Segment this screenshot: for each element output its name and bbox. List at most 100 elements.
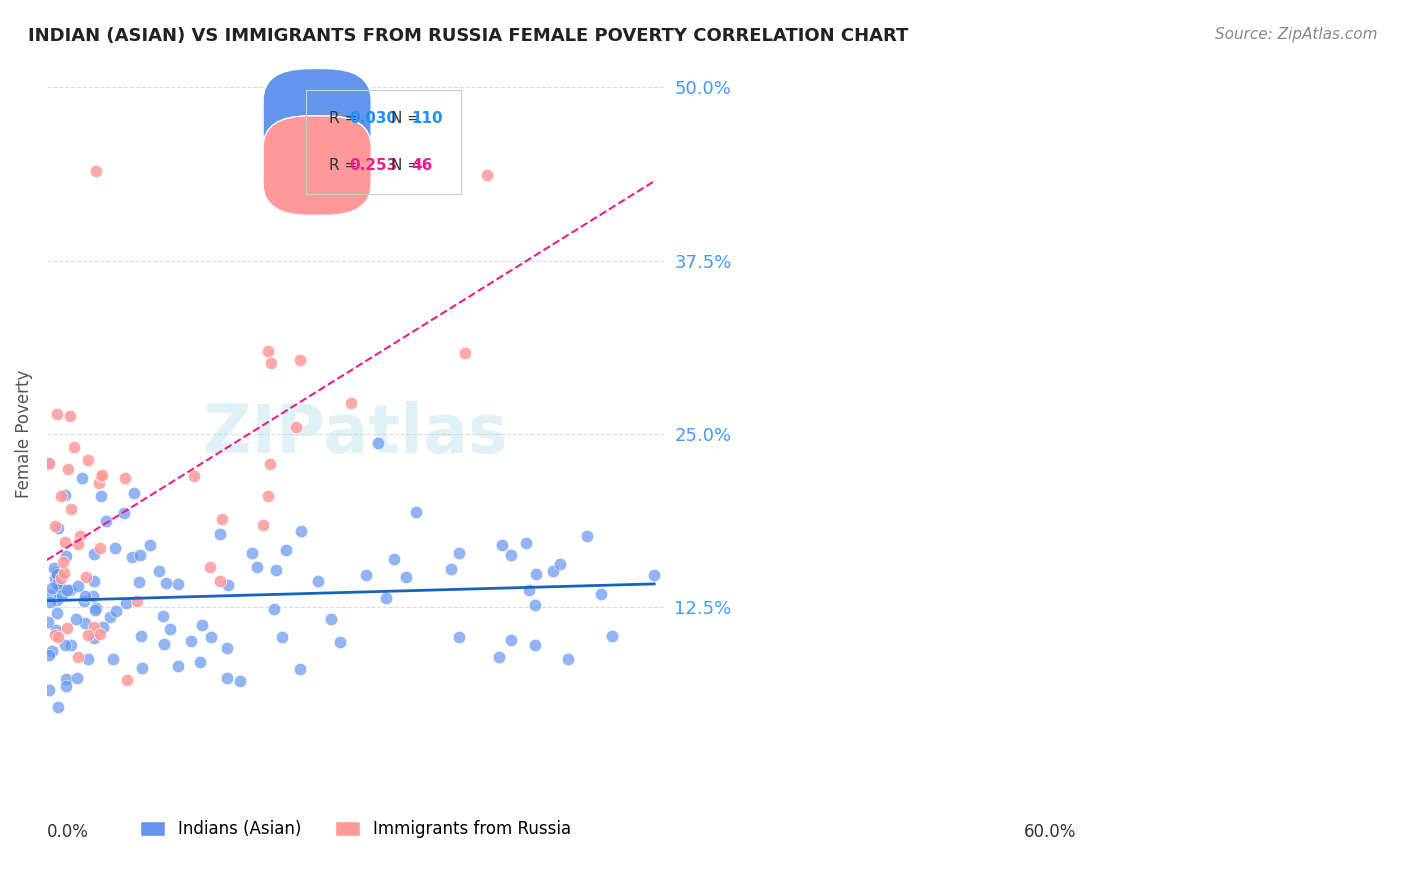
Indians (Asian) — [83, 574, 105, 589]
Immigrants from Russia — [67, 650, 90, 665]
Indians (Asian) — [541, 564, 564, 578]
Indians (Asian) — [152, 609, 174, 624]
Indians (Asian) — [215, 640, 238, 655]
Immigrants from Russia — [77, 628, 100, 642]
Immigrants from Russia — [83, 619, 105, 633]
Indians (Asian) — [83, 632, 105, 646]
Indians (Asian) — [41, 644, 63, 658]
Indians (Asian) — [228, 673, 250, 688]
Indians (Asian) — [67, 578, 90, 592]
Immigrants from Russia — [44, 627, 66, 641]
Indians (Asian) — [112, 506, 135, 520]
Immigrants from Russia — [90, 469, 112, 483]
Indians (Asian) — [55, 679, 77, 693]
Indians (Asian) — [73, 594, 96, 608]
Indians (Asian) — [290, 662, 312, 676]
Indians (Asian) — [39, 588, 62, 602]
Indians (Asian) — [38, 648, 60, 663]
Indians (Asian) — [129, 548, 152, 562]
Indians (Asian) — [46, 606, 69, 620]
Immigrants from Russia — [59, 501, 82, 516]
Indians (Asian) — [45, 623, 67, 637]
Immigrants from Russia — [257, 343, 280, 358]
Indians (Asian) — [600, 629, 623, 643]
Indians (Asian) — [46, 521, 69, 535]
Indians (Asian) — [105, 604, 128, 618]
Indians (Asian) — [524, 567, 547, 582]
Immigrants from Russia — [89, 541, 111, 555]
Indians (Asian) — [70, 471, 93, 485]
Legend: Indians (Asian), Immigrants from Russia: Indians (Asian), Immigrants from Russia — [134, 814, 578, 845]
Immigrants from Russia — [56, 462, 79, 476]
Indians (Asian) — [46, 593, 69, 607]
Indians (Asian) — [124, 486, 146, 500]
Indians (Asian) — [155, 575, 177, 590]
Indians (Asian) — [167, 659, 190, 673]
Indians (Asian) — [271, 631, 294, 645]
Indians (Asian) — [46, 566, 69, 581]
Indians (Asian) — [405, 505, 427, 519]
Immigrants from Russia — [84, 163, 107, 178]
Indians (Asian) — [246, 560, 269, 574]
Immigrants from Russia — [89, 627, 111, 641]
Indians (Asian) — [488, 650, 510, 665]
Indians (Asian) — [53, 638, 76, 652]
Indians (Asian) — [39, 595, 62, 609]
Text: Source: ZipAtlas.com: Source: ZipAtlas.com — [1215, 27, 1378, 42]
Immigrants from Russia — [38, 456, 60, 470]
Immigrants from Russia — [46, 407, 69, 421]
Indians (Asian) — [82, 589, 104, 603]
Immigrants from Russia — [114, 471, 136, 485]
Immigrants from Russia — [52, 555, 75, 569]
Indians (Asian) — [139, 538, 162, 552]
Immigrants from Russia — [443, 161, 465, 175]
Indians (Asian) — [48, 579, 70, 593]
Indians (Asian) — [65, 612, 87, 626]
Indians (Asian) — [159, 623, 181, 637]
Indians (Asian) — [84, 601, 107, 615]
Indians (Asian) — [188, 655, 211, 669]
Immigrants from Russia — [56, 621, 79, 635]
Indians (Asian) — [557, 651, 579, 665]
Indians (Asian) — [524, 638, 547, 652]
Indians (Asian) — [115, 596, 138, 610]
Indians (Asian) — [75, 615, 97, 630]
Text: ZIPatlas: ZIPatlas — [204, 401, 508, 467]
Indians (Asian) — [200, 630, 222, 644]
Indians (Asian) — [121, 549, 143, 564]
Indians (Asian) — [319, 612, 342, 626]
Immigrants from Russia — [183, 469, 205, 483]
Indians (Asian) — [367, 435, 389, 450]
Text: 60.0%: 60.0% — [1024, 823, 1077, 841]
Immigrants from Russia — [285, 420, 308, 434]
Indians (Asian) — [382, 551, 405, 566]
Indians (Asian) — [83, 547, 105, 561]
Indians (Asian) — [515, 536, 537, 550]
Indians (Asian) — [167, 577, 190, 591]
Immigrants from Russia — [46, 630, 69, 644]
Indians (Asian) — [589, 586, 612, 600]
Immigrants from Russia — [69, 529, 91, 543]
Indians (Asian) — [523, 599, 546, 613]
Immigrants from Russia — [53, 566, 76, 580]
Indians (Asian) — [209, 526, 232, 541]
Immigrants from Russia — [55, 534, 77, 549]
Indians (Asian) — [59, 583, 82, 598]
Immigrants from Russia — [91, 468, 114, 483]
Indians (Asian) — [153, 637, 176, 651]
Indians (Asian) — [42, 560, 65, 574]
Indians (Asian) — [180, 634, 202, 648]
Indians (Asian) — [447, 545, 470, 559]
Immigrants from Russia — [340, 396, 363, 410]
Indians (Asian) — [643, 568, 665, 582]
Immigrants from Russia — [67, 537, 90, 551]
Indians (Asian) — [131, 660, 153, 674]
Indians (Asian) — [55, 672, 77, 686]
Indians (Asian) — [354, 568, 377, 582]
Indians (Asian) — [491, 538, 513, 552]
Immigrants from Russia — [198, 559, 221, 574]
Indians (Asian) — [53, 488, 76, 502]
Indians (Asian) — [548, 557, 571, 571]
Indians (Asian) — [501, 548, 523, 562]
Indians (Asian) — [307, 574, 329, 588]
